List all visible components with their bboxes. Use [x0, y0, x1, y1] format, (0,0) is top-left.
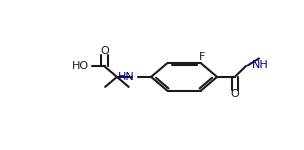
- Text: F: F: [199, 52, 205, 62]
- Text: HO: HO: [72, 61, 89, 71]
- Text: O: O: [100, 46, 109, 56]
- Text: HN: HN: [118, 72, 135, 82]
- Text: NH: NH: [252, 60, 269, 70]
- Text: O: O: [230, 89, 239, 99]
